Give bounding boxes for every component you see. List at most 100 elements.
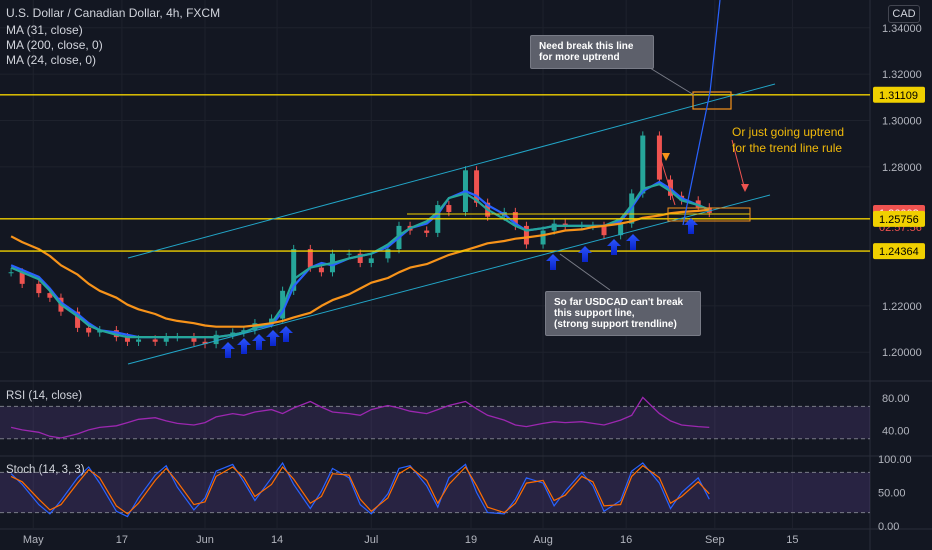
support-trendline[interactable] [127, 194, 771, 365]
candle-body [695, 200, 701, 208]
price-tag-bg [873, 243, 925, 260]
support-note-line-1: So far USDCAD can't break [554, 297, 684, 308]
down-arrow-head[interactable] [741, 184, 749, 192]
candle-body [163, 337, 169, 342]
uptrend-note[interactable]: Or just going uptrend for the trend line… [732, 124, 844, 156]
stoch-tick-label: 100.00 [878, 454, 912, 466]
x-tick-label: Aug [533, 534, 553, 546]
candle-body [191, 337, 197, 342]
candle-body [213, 334, 219, 345]
rsi-pane-label[interactable]: RSI (14, close) [6, 390, 83, 402]
price-tag-bg [873, 210, 925, 227]
up-arrow-marker[interactable] [279, 326, 293, 342]
break-line-note[interactable]: Need break this line for more uptrend [530, 35, 654, 69]
candle-body [47, 293, 53, 298]
projection-line[interactable] [682, 91, 711, 226]
candle-body [474, 170, 480, 203]
y-tick-label: 1.22000 [882, 301, 922, 313]
price-tag-text: 1.25756 [879, 214, 919, 226]
stoch-d-line [10, 464, 710, 515]
uptrend-note-line-2: for the trend line rule [732, 141, 843, 155]
currency-button[interactable]: CAD [888, 5, 920, 23]
candle-body [357, 253, 363, 263]
up-arrow-marker[interactable] [252, 334, 266, 350]
candle-body [618, 223, 624, 236]
up-arrow-marker[interactable] [607, 239, 621, 255]
ma-line [10, 208, 710, 328]
moving-averages [10, 180, 710, 339]
uptrend-note-line-1: Or just going uptrend [732, 125, 845, 139]
candle-body [307, 249, 313, 268]
candle-body [252, 323, 258, 331]
indicator-legend-ma200[interactable]: MA (200, close, 0) [6, 38, 103, 52]
candle-body [385, 249, 391, 259]
stoch-tick-label: 50.00 [878, 488, 906, 500]
y-tick-label: 1.34000 [882, 23, 922, 35]
candle-body [368, 258, 374, 263]
rsi-line [10, 396, 710, 439]
candle-body [36, 283, 42, 294]
projection-line[interactable] [709, 0, 721, 93]
down-triangle-marker[interactable] [662, 153, 670, 161]
candle-body [656, 135, 662, 180]
up-arrow-marker[interactable] [266, 330, 280, 346]
break-note-line-2: for more uptrend [539, 52, 620, 63]
candle-body [202, 341, 208, 345]
down-arrow-line[interactable] [660, 159, 676, 206]
candle-body [19, 272, 25, 284]
support-note[interactable]: So far USDCAD can't break this support l… [545, 291, 701, 336]
price-axis[interactable]: 1.34000 1.32000 1.30000 1.28000 1.22000 1.200… [873, 23, 925, 533]
breakout-box[interactable] [692, 91, 732, 110]
candle-body [601, 225, 607, 236]
drawings[interactable] [0, 0, 870, 365]
up-arrow-marker[interactable] [237, 338, 251, 354]
x-tick-label: 15 [786, 534, 798, 546]
candle-body [230, 332, 236, 335]
y-tick-label: 1.30000 [882, 115, 922, 127]
channel-upper-line[interactable] [127, 83, 776, 259]
symbol-title[interactable]: U.S. Dollar / Canadian Dollar, 4h, FXCM [6, 6, 221, 20]
x-tick-label: Jun [196, 534, 214, 546]
callout-connector [559, 253, 611, 291]
price-tag-bg [873, 86, 925, 103]
up-arrow-marker[interactable] [578, 246, 592, 262]
candle-body [8, 272, 14, 274]
rsi-tick-label: 40.00 [882, 426, 910, 438]
price-tag-text: 1.31109 [879, 90, 918, 102]
up-arrow-marker[interactable] [626, 234, 640, 250]
rsi-band [0, 406, 870, 439]
up-arrow-marker[interactable] [546, 254, 560, 270]
candle-body [551, 223, 557, 231]
resistance-price-tag[interactable]: 1.31109 [873, 86, 925, 103]
down-arrow-line[interactable] [731, 139, 746, 191]
x-tick-label: 19 [465, 534, 477, 546]
candle-body [136, 339, 142, 342]
stoch-pane-label[interactable]: Stoch (14, 3, 3) [6, 464, 85, 476]
up-arrow-marker[interactable] [684, 218, 698, 234]
support-note-line-2: this support line, [554, 308, 635, 319]
up-arrow-marker[interactable] [221, 342, 235, 358]
candle-body [124, 337, 130, 342]
ma-line [10, 183, 710, 339]
candle-body [446, 205, 452, 213]
support-1-price-tag[interactable]: 1.25756 [873, 210, 925, 227]
x-tick-label: Jul [364, 534, 378, 546]
time-axis[interactable]: May 17 Jun 14 Jul 19 Aug 16 Sep 15 [23, 534, 799, 546]
break-note-line-1: Need break this line [539, 41, 634, 52]
candle-body [269, 318, 275, 324]
x-tick-label: 14 [271, 534, 283, 546]
indicator-legend-ma24[interactable]: MA (24, close, 0) [6, 53, 97, 67]
x-tick-label: 16 [620, 534, 632, 546]
stoch-band [0, 472, 870, 513]
rsi-tick-label: 80.00 [882, 393, 910, 405]
range-box[interactable] [667, 207, 751, 222]
support-2-price-tag[interactable]: 1.24364 [873, 243, 925, 260]
x-tick-label: 17 [116, 534, 128, 546]
indicator-legend-ma31[interactable]: MA (31, close) [6, 23, 83, 37]
support-note-line-3: (strong support trendline) [554, 319, 677, 330]
stoch-k-line [10, 461, 710, 518]
candle-body [75, 311, 81, 328]
stoch-tick-label: 0.00 [878, 521, 899, 533]
